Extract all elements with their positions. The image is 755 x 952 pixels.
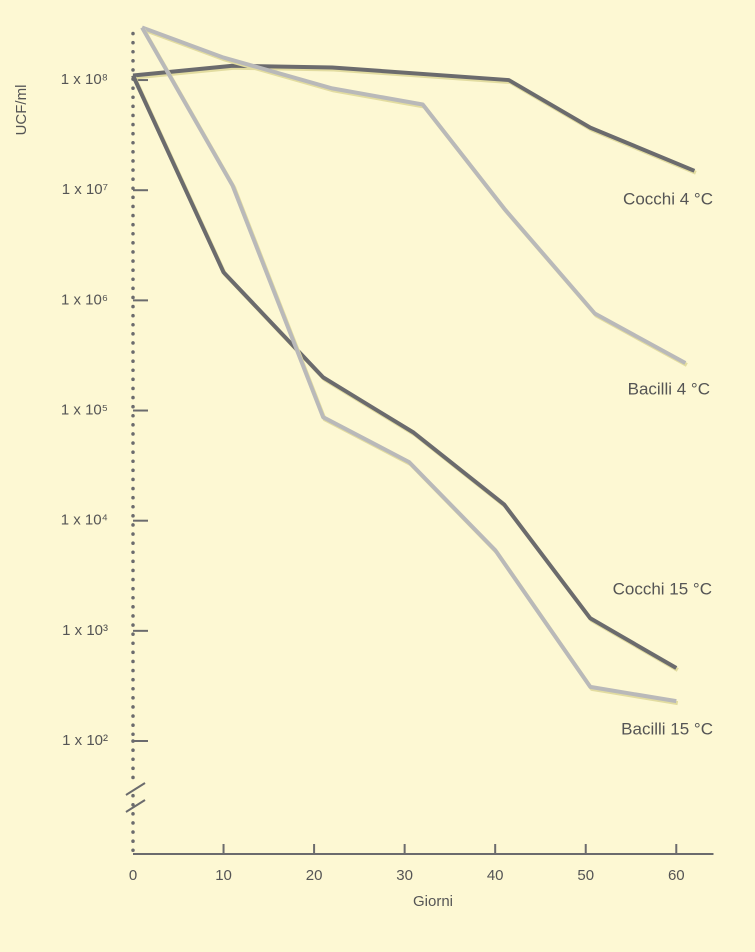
line-shadow	[132, 76, 679, 672]
y-tick-label: 1 x 10³	[62, 622, 108, 639]
series-line	[131, 74, 678, 670]
series-line	[132, 63, 696, 173]
x-tick-label: 50	[577, 867, 594, 884]
y-tick-label: 1 x 10⁷	[62, 181, 108, 198]
x-tick-label: 40	[487, 867, 504, 884]
series-label: Bacilli 15 °C	[621, 719, 713, 738]
axis-break-gap	[122, 782, 146, 792]
line-shadow	[142, 27, 688, 367]
y-tick-label: 1 x 10²	[62, 732, 108, 749]
y-axis-label: UCF/ml	[13, 85, 30, 136]
x-tick-label: 10	[215, 867, 232, 884]
x-tick-label: 60	[668, 867, 685, 884]
series-line	[140, 26, 677, 704]
y-tick-label: 1 x 10⁸	[61, 71, 108, 88]
axis-break	[125, 799, 146, 813]
x-axis-label: Giorni	[413, 893, 453, 910]
axis-break	[125, 782, 146, 796]
y-tick-label: 1 x 10⁴	[61, 512, 108, 529]
y-tick-label: 1 x 10⁶	[61, 291, 108, 308]
series-label: Bacilli 4 °C	[628, 379, 710, 398]
x-tick-label: 0	[129, 867, 137, 884]
x-tick-label: 20	[306, 867, 323, 884]
series-line	[141, 25, 687, 365]
series-label: Cocchi 4 °C	[623, 189, 713, 208]
y-tick-label: 1 x 10⁵	[61, 401, 108, 418]
series-label: Cocchi 15 °C	[613, 579, 712, 598]
x-tick-label: 30	[396, 867, 413, 884]
